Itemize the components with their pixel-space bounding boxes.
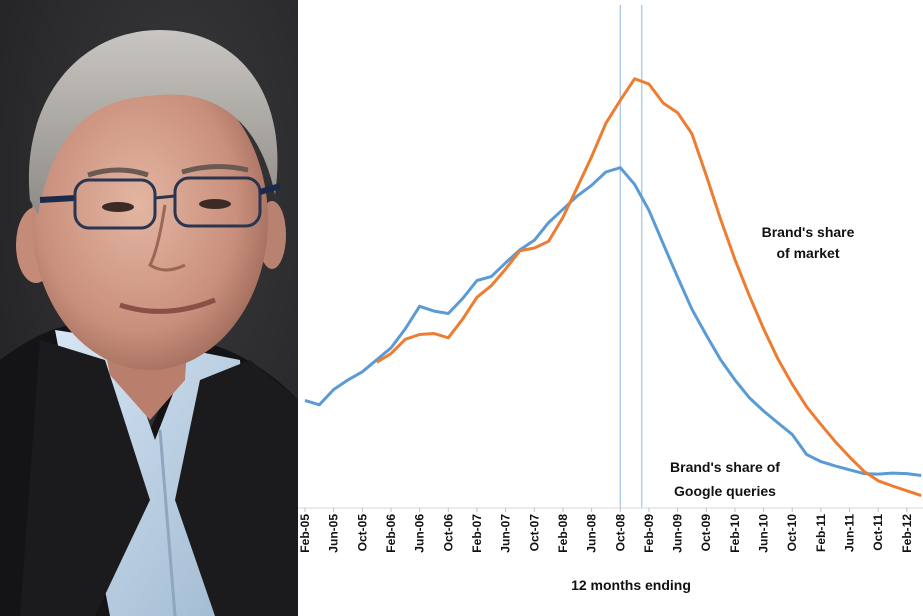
x-axis-title: 12 months ending bbox=[571, 577, 691, 593]
person-photo bbox=[0, 0, 298, 616]
x-tick-label: Feb-09 bbox=[642, 514, 656, 553]
x-tick-label: Jun-08 bbox=[585, 514, 599, 553]
x-tick-label: Jun-06 bbox=[413, 514, 427, 553]
x-tick-label: Oct-10 bbox=[785, 514, 799, 552]
x-tick-label: Oct-07 bbox=[527, 514, 541, 552]
x-tick-label: Feb-08 bbox=[556, 514, 570, 553]
portrait-illustration bbox=[0, 0, 298, 616]
x-tick-label: Feb-07 bbox=[470, 514, 484, 553]
chart-panel: Feb-05 Jun-05 Oct-05 Feb-06 Jun-06 Oct-06 Feb-… bbox=[298, 0, 923, 616]
vertical-markers bbox=[619, 5, 643, 508]
x-tick-label: Jun-10 bbox=[757, 514, 771, 553]
x-tick-label: Jun-11 bbox=[843, 514, 857, 552]
annotation-google-line1: Brand's share of bbox=[670, 459, 780, 475]
x-tick-label: Oct-06 bbox=[441, 514, 455, 552]
x-tick-label: Jun-09 bbox=[671, 514, 685, 553]
x-tick-label: Feb-12 bbox=[900, 514, 914, 553]
x-tick-label: Feb-05 bbox=[298, 514, 312, 553]
series-lines bbox=[304, 77, 922, 498]
x-tick-label: Oct-09 bbox=[699, 514, 713, 552]
x-tick-label: Oct-05 bbox=[355, 514, 369, 552]
x-tick-label: Oct-11 bbox=[871, 514, 885, 551]
x-tick-label: Feb-10 bbox=[728, 514, 742, 553]
series-line-google-queries bbox=[304, 166, 922, 477]
x-tick-label: Oct-08 bbox=[613, 514, 627, 552]
line-chart: Feb-05 Jun-05 Oct-05 Feb-06 Jun-06 Oct-06 Feb-… bbox=[298, 5, 923, 593]
annotation-google-line2: Google queries bbox=[674, 483, 776, 499]
x-tick-label: Feb-11 bbox=[814, 514, 828, 552]
series-line-market-share bbox=[375, 77, 922, 498]
x-tick-label: Feb-06 bbox=[384, 514, 398, 553]
annotation-market-line1: Brand's share bbox=[762, 224, 855, 240]
annotation-market-line2: of market bbox=[776, 245, 839, 261]
x-tick-label: Jun-05 bbox=[327, 514, 341, 553]
x-axis-ticks: Feb-05 Jun-05 Oct-05 Feb-06 Jun-06 Oct-06 Feb-… bbox=[298, 508, 914, 553]
x-tick-label: Jun-07 bbox=[499, 514, 513, 553]
